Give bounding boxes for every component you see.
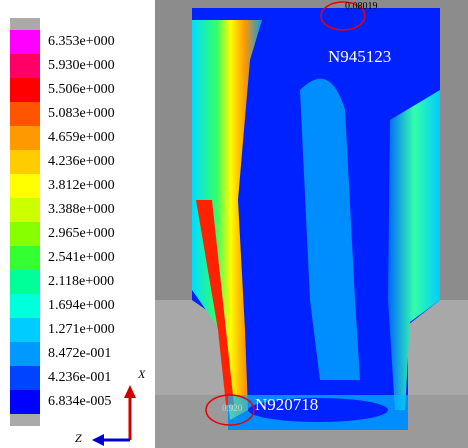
top-node: N945123: [328, 47, 391, 66]
axis-x-label: X: [137, 367, 146, 381]
legend-label: 6.834e-005: [48, 394, 111, 409]
legend-label: 3.812e+000: [48, 178, 115, 193]
legend-swatch: [10, 54, 40, 78]
legend-label: 1.271e+000: [48, 322, 115, 337]
axis-z-label: Z: [75, 431, 82, 445]
legend-label: 4.236e-001: [48, 370, 111, 385]
legend-label: 8.472e-001: [48, 346, 111, 361]
legend-swatch: [10, 318, 40, 342]
legend-swatch: [10, 198, 40, 222]
legend-swatch: [10, 342, 40, 366]
model-view: [155, 0, 468, 448]
legend-swatch: [10, 246, 40, 270]
legend-swatch: [10, 126, 40, 150]
legend-label: 2.965e+000: [48, 226, 115, 241]
legend-label: 5.506e+000: [48, 82, 115, 97]
legend-swatch: [10, 390, 40, 414]
legend-label: 5.930e+000: [48, 58, 115, 73]
legend-swatch: [10, 30, 40, 54]
legend-label: 4.659e+000: [48, 130, 115, 145]
legend-swatch: [10, 150, 40, 174]
legend-label: 1.694e+000: [48, 298, 115, 313]
legend-swatch: [10, 270, 40, 294]
legend-swatch: [10, 222, 40, 246]
legend-label: 6.353e+000: [48, 34, 115, 49]
legend-swatch: [10, 78, 40, 102]
top-value: 0.08019: [345, 1, 378, 12]
legend-label: 3.388e+000: [48, 202, 115, 217]
legend-label: 2.118e+000: [48, 274, 114, 289]
legend: 6.353e+000 5.930e+000 5.506e+000 5.083e+000…: [10, 18, 115, 426]
bottom-node: N920718: [255, 395, 318, 414]
legend-cap: [10, 18, 40, 30]
legend-swatch: [10, 102, 40, 126]
legend-swatch: [10, 366, 40, 390]
legend-label: 2.541e+000: [48, 250, 115, 265]
screenshot: 0.08019 N945123 0.920 N920718 X Z 6.353e…: [0, 0, 468, 448]
legend-label: 5.083e+000: [48, 106, 115, 121]
legend-swatch: [10, 294, 40, 318]
legend-label: 4.236e+000: [48, 154, 115, 169]
legend-cap: [10, 414, 40, 426]
bottom-value: 0.920: [222, 403, 243, 413]
legend-swatch: [10, 174, 40, 198]
